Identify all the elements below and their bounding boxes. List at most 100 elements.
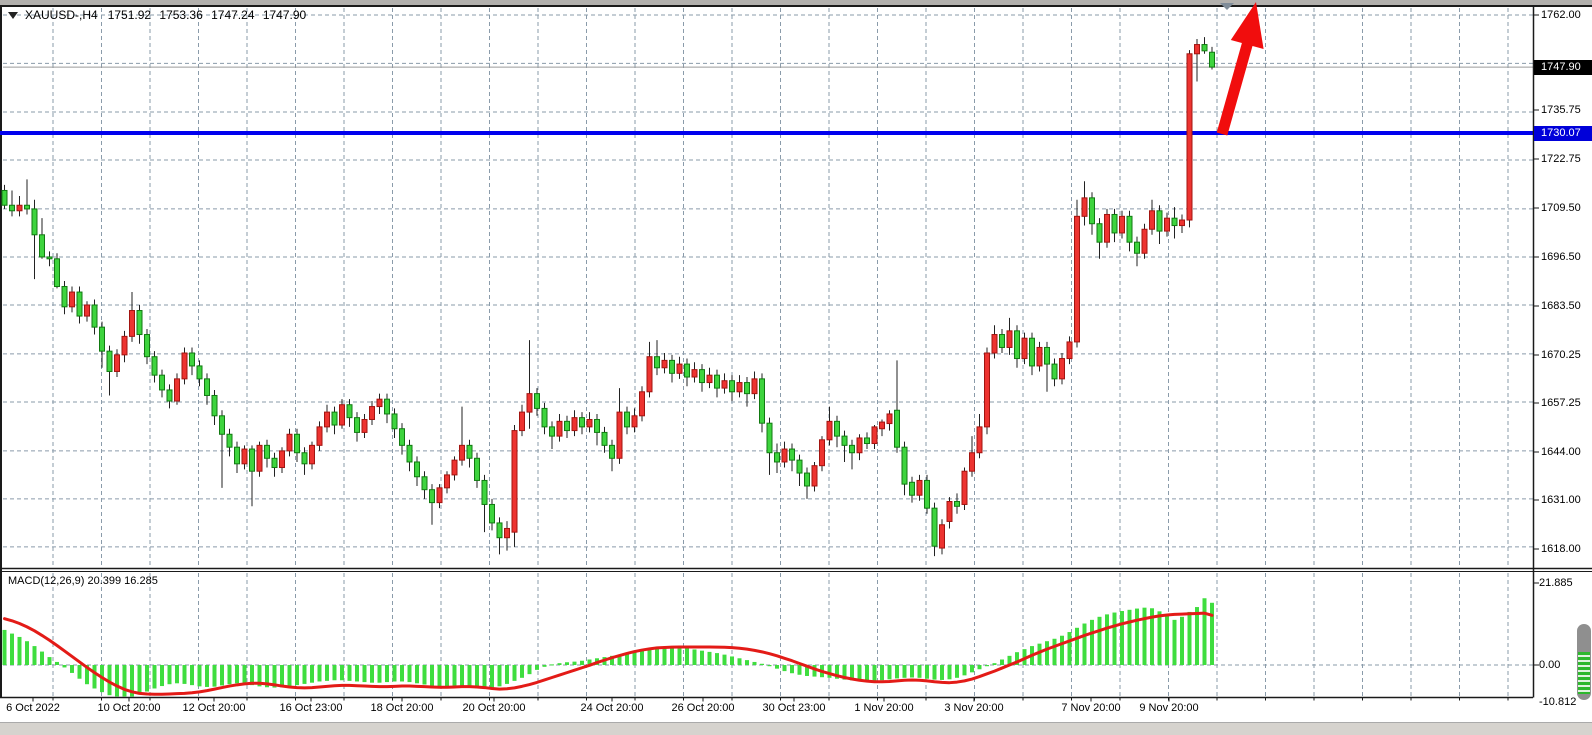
macd-histogram-bar xyxy=(130,665,134,697)
candle-body xyxy=(414,461,420,478)
candle-body xyxy=(271,457,278,469)
candle-body xyxy=(39,234,45,258)
candle-body xyxy=(564,420,570,432)
candle-body xyxy=(406,444,413,463)
candle-body xyxy=(16,204,23,212)
trend-arrow-annotation[interactable] xyxy=(1216,2,1264,136)
macd-histogram-bar xyxy=(212,665,217,687)
macd-histogram-bar xyxy=(805,665,809,676)
candle-body xyxy=(541,407,548,428)
macd-histogram-bar xyxy=(1150,608,1154,665)
macd-histogram-bar xyxy=(745,660,749,665)
candle-body xyxy=(624,411,630,428)
macd-histogram-bar xyxy=(197,665,202,687)
macd-histogram-bar xyxy=(1180,616,1184,665)
candle-body xyxy=(879,421,885,430)
macd-histogram-bar xyxy=(1007,655,1012,665)
macd-histogram-bar xyxy=(175,665,179,684)
macd-histogram-bar xyxy=(767,665,772,667)
vertical-scrollbar-thumb[interactable] xyxy=(1577,624,1591,700)
price-axis-label: 1683.50 xyxy=(1541,300,1581,312)
macd-histogram-bar xyxy=(422,665,427,685)
candle-body xyxy=(436,487,443,504)
macd-histogram-bar xyxy=(70,665,74,673)
macd-histogram-bar xyxy=(242,665,247,684)
candle-body xyxy=(1059,358,1065,380)
time-axis-label: 24 Oct 20:00 xyxy=(580,702,644,714)
macd-histogram-bar xyxy=(790,665,794,674)
macd-histogram-bar xyxy=(385,665,389,683)
macd-histogram-bar xyxy=(1097,616,1102,665)
candle-body xyxy=(1201,44,1208,52)
candle-body xyxy=(616,411,623,459)
macd-histogram-bar xyxy=(880,665,884,681)
macd-histogram-bar xyxy=(887,665,892,680)
object-anchor-icon[interactable] xyxy=(1220,3,1234,10)
candle-body xyxy=(1209,51,1215,68)
candle-body xyxy=(9,204,15,212)
macd-histogram-bar xyxy=(355,665,359,682)
candle-body xyxy=(399,428,405,446)
candle-body xyxy=(376,398,383,408)
macd-histogram-bar xyxy=(17,636,22,665)
macd-histogram-bar xyxy=(55,661,59,665)
macd-histogram-bar xyxy=(1142,607,1147,665)
macd-histogram-bar xyxy=(92,665,97,689)
candle-body xyxy=(234,446,240,465)
macd-histogram-bar xyxy=(587,659,592,665)
macd-histogram-bar xyxy=(722,654,727,665)
candle-body xyxy=(339,404,345,426)
candle-body xyxy=(594,418,600,433)
macd-histogram-bar xyxy=(77,665,82,679)
candle-body xyxy=(969,452,975,472)
macd-histogram-bar xyxy=(542,665,547,667)
macd-histogram-bar xyxy=(940,665,944,680)
macd-histogram-bar xyxy=(32,646,37,665)
candle-body xyxy=(504,527,510,539)
macd-histogram-bar xyxy=(730,656,734,665)
candle-body xyxy=(819,439,825,467)
macd-histogram-bar xyxy=(302,665,307,684)
macd-histogram-bar xyxy=(505,665,509,684)
candle-body xyxy=(601,431,608,446)
macd-histogram-bar xyxy=(1127,609,1132,665)
candle-body xyxy=(421,476,428,491)
candle-body xyxy=(69,291,75,308)
candle-body xyxy=(256,444,263,472)
candle-body xyxy=(931,507,938,547)
candle-body xyxy=(1089,197,1095,225)
time-axis-label: 9 Nov 20:00 xyxy=(1139,702,1199,714)
candle-body xyxy=(789,448,795,461)
candle-body xyxy=(1081,197,1088,217)
candle-body xyxy=(1179,219,1185,227)
macd-histogram-bar xyxy=(205,665,209,687)
candle-body xyxy=(219,415,225,435)
scrollbar-grip-icon xyxy=(1578,652,1590,694)
candle-body xyxy=(766,422,773,454)
macd-histogram-bar xyxy=(265,665,269,688)
candle-body xyxy=(714,374,720,389)
candle-body xyxy=(459,444,465,461)
macd-histogram-bar xyxy=(107,665,112,696)
macd-histogram-bar xyxy=(332,665,337,681)
chart-frame-top xyxy=(0,5,1592,7)
candle-body xyxy=(699,369,705,384)
macd-histogram-bar xyxy=(737,658,742,665)
candle-body xyxy=(849,444,855,454)
candle-body xyxy=(99,326,105,352)
macd-histogram-bar xyxy=(932,665,937,680)
window-top-edge xyxy=(0,0,1592,5)
macd-histogram-bar xyxy=(62,665,67,668)
macd-histogram-bar xyxy=(47,657,52,665)
time-axis-label: 10 Oct 20:00 xyxy=(97,702,161,714)
candle-body xyxy=(691,369,698,378)
candle-body xyxy=(391,413,398,430)
macd-histogram-bar xyxy=(550,664,554,666)
candle-body xyxy=(759,378,765,424)
macd-histogram-bar xyxy=(985,665,989,667)
symbol-dropdown-icon[interactable] xyxy=(8,11,18,19)
candle-body xyxy=(1164,217,1170,232)
macd-axis-label: 21.885 xyxy=(1539,577,1573,589)
candle-body xyxy=(121,335,128,356)
